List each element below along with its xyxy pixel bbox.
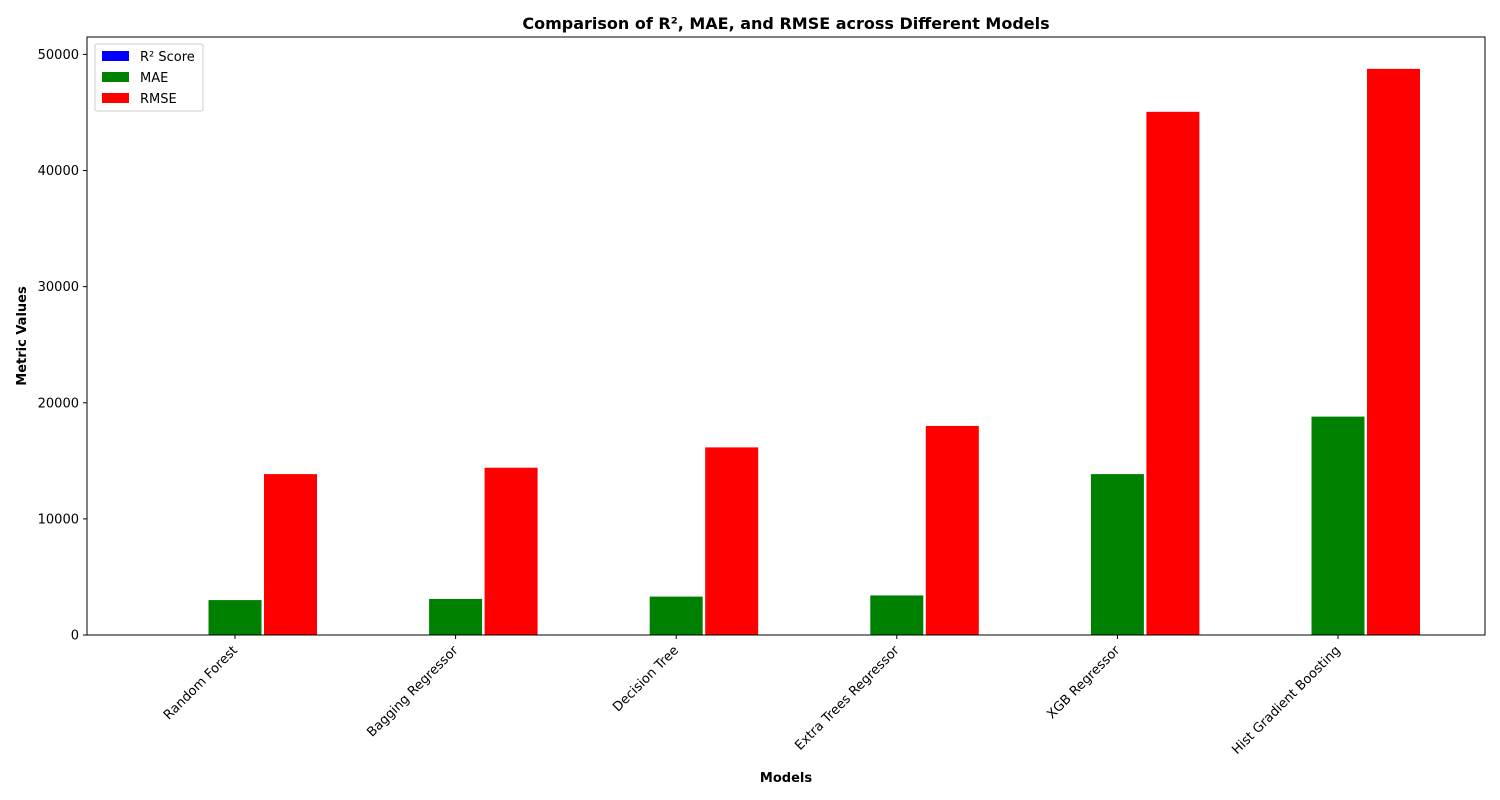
bar-mae-1 [428, 597, 484, 636]
y-tick-label: 30000 [38, 280, 79, 295]
chart-title: Comparison of R², MAE, and RMSE across D… [522, 14, 1049, 33]
y-axis: 0 10000 20000 30000 40000 50000 [38, 48, 87, 644]
legend-swatch-mae [102, 72, 129, 82]
bar-mae-2 [648, 595, 704, 636]
y-tick-label: 20000 [38, 396, 79, 411]
bars-layer [152, 67, 1421, 636]
bar-mae-5 [1310, 415, 1366, 636]
y-tick-label: 0 [71, 629, 79, 644]
y-tick-label: 50000 [38, 48, 79, 63]
bar-rmse-3 [924, 424, 980, 636]
plot-frame [86, 36, 1486, 636]
bar-rmse-4 [1145, 110, 1201, 636]
bar-rmse-2 [704, 446, 760, 636]
x-tick-label: Decision Tree [610, 643, 682, 715]
bar-mae-3 [869, 594, 925, 636]
x-axis: Random Forest Bagging Regressor Decision T… [161, 635, 1344, 758]
legend-swatch-r-score [102, 51, 129, 61]
bar-rmse-5 [1366, 67, 1421, 636]
y-axis-label: Metric Values [15, 286, 30, 386]
x-axis-label: Models [760, 771, 812, 786]
x-tick-label: Extra Trees Regressor [792, 643, 903, 754]
legend: R² Score MAE RMSE [94, 43, 204, 112]
legend-swatch-rmse [102, 93, 129, 103]
legend-label-r-score: R² Score [140, 50, 195, 65]
bar-mae-4 [1089, 473, 1145, 636]
bar-mae-0 [207, 599, 263, 636]
x-tick-label: Random Forest [161, 643, 241, 723]
y-tick-label: 10000 [38, 512, 79, 527]
bar-rmse-1 [483, 466, 539, 636]
y-tick-label: 40000 [38, 164, 79, 179]
bar-rmse-0 [263, 473, 318, 636]
x-tick-label: Hist Gradient Boosting [1229, 643, 1343, 757]
x-tick-label: Bagging Regressor [364, 643, 461, 740]
x-tick-label: XGB Regressor [1044, 643, 1123, 722]
legend-label-mae: MAE [140, 71, 168, 86]
legend-label-rmse: RMSE [140, 92, 177, 107]
